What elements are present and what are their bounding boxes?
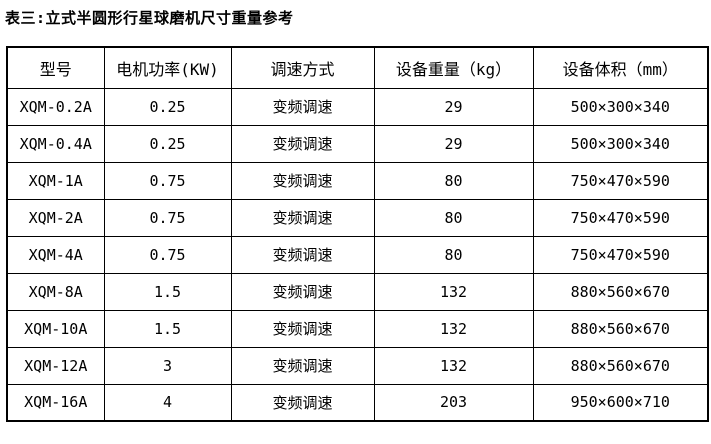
table-cell: 0.75 [103, 161, 232, 200]
table-cell: XQM-2A [6, 198, 105, 237]
table-cell: 880×560×670 [532, 272, 709, 311]
table-cell: 变频调速 [230, 309, 375, 348]
table-row: XQM-16A 4 变频调速 203 950×600×710 [6, 383, 709, 422]
table-cell: 29 [373, 124, 534, 163]
column-header-weight: 设备重量（kg） [373, 46, 534, 89]
table-row: XQM-10A 1.5 变频调速 132 880×560×670 [6, 309, 709, 348]
table-cell: 变频调速 [230, 198, 375, 237]
table-cell: 750×470×590 [532, 198, 709, 237]
table-cell: 变频调速 [230, 235, 375, 274]
table-cell: 0.75 [103, 235, 232, 274]
column-header-power: 电机功率(KW) [103, 46, 232, 89]
table-cell: 3 [103, 346, 232, 385]
table-cell: 132 [373, 309, 534, 348]
table-cell: 1.5 [103, 309, 232, 348]
table-cell: 变频调速 [230, 346, 375, 385]
table-row: XQM-0.2A 0.25 变频调速 29 500×300×340 [6, 87, 709, 126]
table-cell: 880×560×670 [532, 309, 709, 348]
table-cell: 0.25 [103, 124, 232, 163]
table-cell: 950×600×710 [532, 383, 709, 422]
table-cell: XQM-4A [6, 235, 105, 274]
table-row: XQM-4A 0.75 变频调速 80 750×470×590 [6, 235, 709, 274]
table-cell: 变频调速 [230, 383, 375, 422]
table-row: XQM-8A 1.5 变频调速 132 880×560×670 [6, 272, 709, 311]
table-cell: XQM-10A [6, 309, 105, 348]
table-cell: 4 [103, 383, 232, 422]
column-header-model: 型号 [6, 46, 105, 89]
table-row: XQM-12A 3 变频调速 132 880×560×670 [6, 346, 709, 385]
column-header-volume: 设备体积（mm） [532, 46, 709, 89]
table-cell: 500×300×340 [532, 87, 709, 126]
column-header-speed: 调速方式 [230, 46, 375, 89]
table-cell: 变频调速 [230, 124, 375, 163]
table-cell: XQM-12A [6, 346, 105, 385]
table-cell: 80 [373, 161, 534, 200]
table-cell: 变频调速 [230, 87, 375, 126]
table-caption: 表三:立式半圆形行星球磨机尺寸重量参考 [5, 9, 294, 27]
table-cell: 132 [373, 346, 534, 385]
table-cell: 80 [373, 235, 534, 274]
table-cell: 880×560×670 [532, 346, 709, 385]
table-row: XQM-2A 0.75 变频调速 80 750×470×590 [6, 198, 709, 237]
table-row: XQM-0.4A 0.25 变频调速 29 500×300×340 [6, 124, 709, 163]
table-cell: 750×470×590 [532, 161, 709, 200]
table-cell: XQM-1A [6, 161, 105, 200]
spec-table: 型号 电机功率(KW) 调速方式 设备重量（kg） 设备体积（mm） XQM-0… [6, 46, 709, 422]
table-cell: 500×300×340 [532, 124, 709, 163]
table-cell: 203 [373, 383, 534, 422]
table-cell: XQM-0.2A [6, 87, 105, 126]
table-cell: 1.5 [103, 272, 232, 311]
table-cell: 132 [373, 272, 534, 311]
table-cell: 变频调速 [230, 161, 375, 200]
table-cell: 0.25 [103, 87, 232, 126]
table-cell: XQM-8A [6, 272, 105, 311]
table-cell: 29 [373, 87, 534, 126]
table-cell: 0.75 [103, 198, 232, 237]
table-cell: XQM-16A [6, 383, 105, 422]
header-row: 型号 电机功率(KW) 调速方式 设备重量（kg） 设备体积（mm） [6, 46, 709, 89]
table-cell: XQM-0.4A [6, 124, 105, 163]
table-cell: 80 [373, 198, 534, 237]
table-cell: 变频调速 [230, 272, 375, 311]
table-row: XQM-1A 0.75 变频调速 80 750×470×590 [6, 161, 709, 200]
table-cell: 750×470×590 [532, 235, 709, 274]
